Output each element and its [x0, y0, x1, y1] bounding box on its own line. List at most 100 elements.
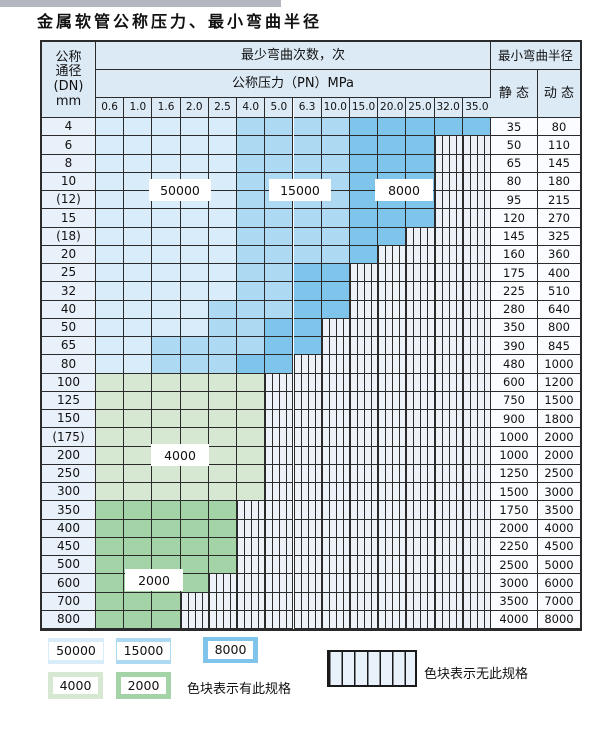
grid-cell-none [434, 172, 463, 191]
dynamic-value: 400 [538, 264, 580, 283]
grid-cell-15000 [321, 227, 350, 246]
pressure-tick: 1.6 [152, 98, 181, 118]
grid-cell-50000 [96, 282, 125, 301]
grid-cell-none [462, 209, 491, 228]
legend-note-present: 色块表示有此规格 [187, 682, 292, 697]
grid-cell-none [434, 337, 463, 356]
grid-cell-none [406, 337, 435, 356]
grid-cell-50000 [180, 118, 209, 137]
grid-cell-4000 [124, 446, 153, 465]
grid-cell-none [462, 282, 491, 301]
dynamic-value: 325 [538, 227, 580, 246]
grid-cell-15000 [265, 227, 294, 246]
grid-cell-none [265, 519, 294, 538]
grid-cell-2000 [96, 501, 125, 520]
grid-cell-8000 [321, 264, 350, 283]
grid-cell-2000 [96, 610, 125, 629]
grid-cell-none [265, 483, 294, 502]
grid-cell-4000 [208, 373, 238, 392]
grid-cell-none [293, 501, 322, 520]
dynamic-value: 640 [538, 300, 580, 319]
dynamic-value: 510 [538, 282, 580, 301]
grid-cell-8000 [349, 209, 379, 228]
grid-cell-50000 [124, 172, 153, 191]
grid-cell-4000 [152, 464, 181, 483]
dynamic-value: 1200 [538, 373, 580, 392]
grid-cell-none [462, 556, 491, 575]
grid-cell-none [349, 610, 379, 629]
grid-cell-none [237, 537, 266, 556]
grid-cell-2000 [152, 501, 181, 520]
pressure-tick: 35.0 [462, 98, 491, 118]
static-value: 600 [491, 373, 538, 392]
grid-cell-2000 [152, 519, 181, 538]
grid-cell-8000 [293, 318, 322, 337]
pressure-tick: 25.0 [406, 98, 435, 118]
dynamic-value: 4500 [538, 537, 580, 556]
grid-cell-none [293, 428, 322, 447]
grid-cell-none [265, 501, 294, 520]
static-value: 95 [491, 191, 538, 210]
grid-cell-15000 [237, 209, 266, 228]
grid-cell-none [321, 574, 350, 593]
grid-cell-none [349, 300, 379, 319]
grid-cell-50000 [208, 264, 238, 283]
grid-cell-4000 [237, 446, 266, 465]
grid-cell-50000 [152, 300, 181, 319]
grid-cell-50000 [180, 300, 209, 319]
grid-cell-none [349, 483, 379, 502]
grid-cell-none [349, 537, 379, 556]
dn-header-line: mm [55, 93, 82, 109]
grid-cell-none [321, 337, 350, 356]
dynamic-value: 360 [538, 245, 580, 264]
grid-cell-4000 [208, 410, 238, 429]
grid-cell-50000 [152, 154, 181, 173]
grid-cell-4000 [237, 428, 266, 447]
grid-cell-none [265, 391, 294, 410]
grid-cell-50000 [96, 136, 125, 155]
dynamic-value: 215 [538, 191, 580, 210]
grid-cell-none [349, 410, 379, 429]
dynamic-value: 3000 [538, 483, 580, 502]
grid-cell-none [378, 519, 407, 538]
static-value: 900 [491, 410, 538, 429]
grid-cell-none [462, 245, 491, 264]
dn-row-label: 150 [42, 410, 96, 429]
grid-cell-none [349, 264, 379, 283]
grid-cell-8000 [349, 154, 379, 173]
grid-cell-none [180, 592, 209, 611]
grid-cell-15000 [321, 154, 350, 173]
dn-row-label: 400 [42, 519, 96, 538]
dynamic-column-header: 动 态 [538, 70, 580, 118]
dn-row-label: 4 [42, 118, 96, 137]
grid-cell-none [434, 355, 463, 374]
static-value: 1500 [491, 483, 538, 502]
grid-cell-none [434, 446, 463, 465]
grid-cell-15000 [293, 154, 322, 173]
grid-cell-none [293, 574, 322, 593]
grid-cell-50000 [180, 209, 209, 228]
grid-cell-2000 [180, 537, 209, 556]
static-value: 120 [491, 209, 538, 228]
grid-cell-50000 [208, 282, 238, 301]
grid-cell-15000 [265, 300, 294, 319]
grid-cell-none [434, 574, 463, 593]
grid-cell-none [293, 373, 322, 392]
dn-row-label: 450 [42, 537, 96, 556]
dynamic-value: 2000 [538, 446, 580, 465]
page-title: 金属软管公称压力、最小弯曲半径 [37, 12, 323, 31]
grid-cell-8000 [406, 209, 435, 228]
dn-row-label: 500 [42, 556, 96, 575]
grid-cell-4000 [208, 446, 238, 465]
grid-cell-none [349, 519, 379, 538]
grid-cell-2000 [96, 556, 125, 575]
grid-cell-none [180, 610, 209, 629]
grid-cell-50000 [96, 209, 125, 228]
grid-cell-none [265, 428, 294, 447]
dn-row-label: 600 [42, 574, 96, 593]
grid-cell-none [321, 483, 350, 502]
static-value: 1000 [491, 446, 538, 465]
grid-cell-none [434, 227, 463, 246]
grid-cell-none [378, 391, 407, 410]
dynamic-value: 845 [538, 337, 580, 356]
